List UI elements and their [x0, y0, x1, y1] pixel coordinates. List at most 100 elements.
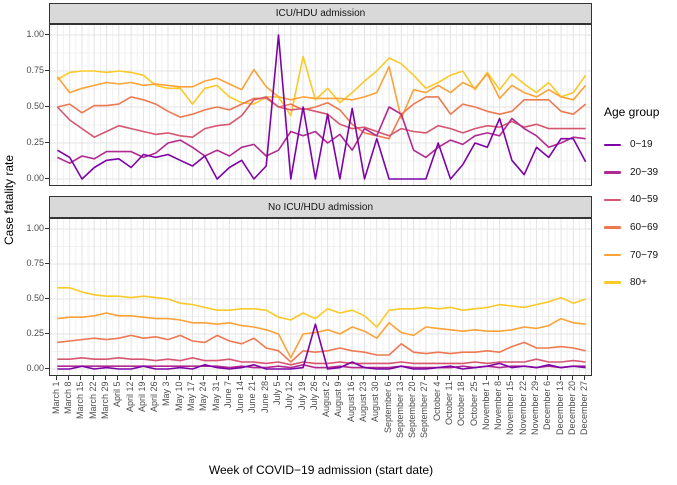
x-axis-tick [399, 376, 401, 380]
x-axis-tick [166, 376, 168, 380]
x-axis-tick [289, 376, 291, 380]
panel-no-icu-hdu [49, 218, 592, 376]
y-tick-label: 0.00 [26, 363, 44, 373]
legend-item-label: 0−19 [630, 139, 653, 151]
x-tick-label: December 6 [542, 381, 553, 431]
x-tick-label: September 27 [419, 381, 430, 438]
facet-strip-no-icu-hdu: No ICU/HDU admission [49, 196, 592, 218]
x-tick-label: June 7 [222, 381, 233, 409]
x-axis-tick [547, 376, 549, 380]
x-axis-tick [215, 376, 217, 380]
x-tick-label: August 23 [357, 381, 368, 422]
x-axis-tick [473, 376, 475, 380]
x-axis-tick [178, 376, 180, 380]
facet-strip-icu-hdu-label: ICU/HDU admission [275, 8, 366, 19]
x-axis-tick [326, 376, 328, 380]
x-axis-tick [264, 376, 266, 380]
y-axis-tick [45, 177, 49, 179]
x-axis-tick [424, 376, 426, 380]
x-axis-tick [55, 376, 57, 380]
x-axis-tick [154, 376, 156, 380]
x-tick-label: October 25 [468, 381, 479, 426]
x-axis-tick [203, 376, 205, 380]
line-series-age-70−79 [56, 65, 587, 120]
x-axis-tick [375, 376, 377, 380]
x-axis-tick [510, 376, 512, 380]
line-series-age-40−59 [56, 96, 586, 138]
x-axis-tick [522, 376, 524, 380]
legend-line-swatch [604, 226, 621, 229]
x-axis-tick [338, 376, 340, 380]
x-tick-label: March 22 [87, 381, 98, 419]
panel-icu-hdu [49, 24, 592, 186]
x-tick-label: May 3 [161, 381, 172, 406]
line-series-age-40−59 [57, 357, 586, 366]
x-axis-tick [362, 376, 364, 380]
facet-strip-icu-hdu: ICU/HDU admission [49, 3, 592, 24]
x-tick-label: November 1 [480, 381, 491, 431]
y-tick-label: 0.25 [26, 328, 44, 338]
y-tick-label: 1.00 [26, 223, 44, 233]
x-tick-label: April 19 [136, 381, 147, 412]
x-tick-label: November 15 [505, 381, 516, 436]
y-axis-tick [45, 69, 49, 71]
legend-item-label: 60−69 [630, 222, 659, 234]
legend-line-swatch [604, 143, 621, 147]
x-axis-tick [240, 376, 242, 380]
x-axis-tick [129, 376, 131, 380]
y-axis-tick [45, 262, 49, 264]
line-series-age-80+ [56, 55, 587, 117]
y-axis-tick [45, 297, 49, 299]
legend-item-label: 40−59 [630, 194, 659, 206]
legend: Age group 0−19 20−39 40−59 60−69 70−79 80+ [596, 105, 676, 297]
legend-item-age-40−59: 40−59 [604, 186, 676, 214]
x-tick-label: October 11 [443, 381, 454, 425]
line-series-age-80+ [57, 287, 586, 328]
x-tick-label: April 26 [149, 381, 160, 412]
x-tick-label: November 22 [517, 381, 528, 436]
legend-item-age-80+: 80+ [604, 269, 676, 297]
x-tick-label: April 5 [112, 381, 123, 407]
x-axis-tick [92, 376, 94, 380]
x-axis-tick [387, 376, 389, 380]
x-tick-label: March 1 [50, 381, 61, 414]
x-tick-label: August 9 [333, 381, 344, 417]
line-series-age-0−19 [56, 34, 587, 180]
x-tick-label: September 20 [407, 381, 418, 438]
legend-line-swatch [604, 253, 621, 257]
x-axis-tick [448, 376, 450, 380]
y-axis-tick [45, 141, 49, 143]
x-tick-label: November 8 [493, 381, 504, 431]
y-axis-tick [45, 33, 49, 35]
x-tick-label: July 5 [272, 381, 282, 405]
x-axis-tick [559, 376, 561, 380]
y-axis-tick [45, 367, 49, 369]
y-axis-tick [45, 105, 49, 107]
x-tick-label: June 28 [259, 381, 270, 414]
x-tick-label: May 24 [198, 381, 209, 411]
x-tick-label: March 15 [75, 381, 86, 419]
x-axis-tick [485, 376, 487, 380]
x-axis-tick [571, 376, 573, 380]
x-tick-label: May 31 [210, 381, 221, 411]
line-series-age-20−39 [57, 106, 586, 164]
legend-item-label: 20−39 [630, 166, 659, 178]
x-tick-label: June 14 [235, 381, 246, 414]
y-axis-tick [45, 227, 49, 229]
x-axis-tick [277, 376, 278, 380]
legend-item-label: 80+ [630, 277, 647, 289]
legend-title: Age group [604, 105, 660, 119]
x-tick-label: August 2 [321, 381, 332, 417]
x-axis-tick [534, 376, 536, 380]
x-axis-tick [227, 376, 229, 380]
legend-line-swatch [604, 198, 621, 202]
x-tick-label: December 20 [566, 381, 577, 436]
x-tick-label: September 6 [382, 381, 393, 433]
legend-item-age-60−69: 60−69 [604, 214, 676, 242]
x-axis-tick [141, 376, 143, 380]
x-tick-label: August 16 [345, 381, 356, 422]
x-tick-label: November 29 [529, 381, 540, 436]
x-tick-label: March 29 [100, 381, 111, 419]
x-tick-label: August 30 [370, 381, 381, 422]
x-tick-label: October 4 [431, 381, 442, 421]
